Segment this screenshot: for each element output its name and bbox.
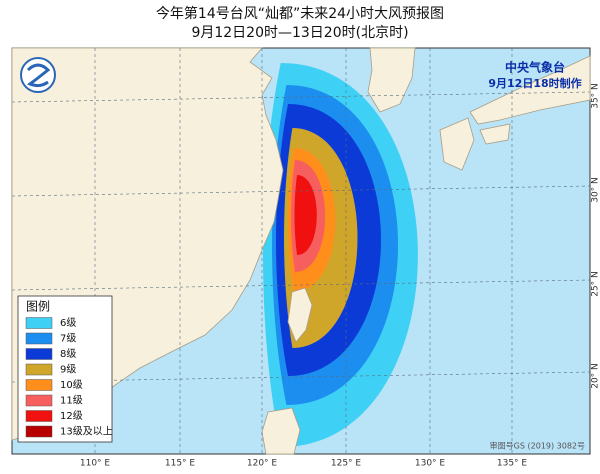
legend-label: 13级及以上 [60, 426, 113, 438]
luzon [261, 407, 301, 455]
legend-label: 9级 [60, 364, 76, 376]
parallel [11, 185, 591, 197]
legend-swatch [25, 363, 53, 376]
legend-label: 12级 [60, 410, 83, 422]
map-title: 今年第14号台风“灿都”未来24小时大风预报图 [156, 5, 444, 22]
logo [20, 57, 56, 93]
taiwan [287, 287, 313, 343]
honshu [469, 55, 591, 125]
longitude-label: 115° E [165, 459, 196, 469]
logo-mark [26, 63, 51, 88]
legend-label: 10级 [60, 379, 83, 391]
legend: 图例 6级 7级 8级 9级 10级 11级 12级 13级及以上 [17, 295, 113, 443]
longitude-label: 110° E [80, 459, 111, 469]
legend-swatch [25, 317, 53, 329]
legend-label: 11级 [60, 395, 83, 407]
map-frame: 中央气象台 9月12日18时制作 审图号GS (2019) 3082号 图例 6… [11, 47, 591, 455]
latitude-label: 30° N [591, 177, 600, 203]
latitude-label: 25° N [591, 271, 600, 297]
kyushu [439, 117, 475, 171]
map-subtitle: 9月12日20时—13日20时(北京时) [191, 25, 408, 41]
longitude-label: 120° E [247, 459, 278, 469]
wind-swaths [263, 63, 418, 447]
legend-swatch [25, 348, 53, 360]
legend-swatch [25, 379, 53, 391]
approval-number: 审图号GS (2019) 3082号 [490, 441, 585, 451]
wind-swath [294, 175, 317, 255]
legend-swatch [25, 332, 53, 345]
legend-label: 8级 [60, 348, 76, 360]
legend-label: 7级 [60, 333, 76, 345]
legend-swatch [25, 425, 53, 438]
shikoku [479, 123, 511, 145]
parallel [11, 279, 591, 291]
legend-swatch [25, 410, 53, 422]
legend-swatch [25, 394, 53, 407]
longitude-label: 125° E [331, 459, 362, 469]
longitude-label: 130° E [415, 459, 446, 469]
legend-title: 图例 [26, 300, 50, 314]
parallel [11, 91, 591, 103]
latitude-label: 20° N [591, 363, 600, 389]
issued-time: 9月12日18时制作 [488, 76, 581, 90]
agency-name: 中央气象台 [505, 60, 565, 75]
latitude-label: 35° N [591, 83, 600, 109]
legend-label: 6级 [60, 317, 76, 329]
korea [367, 47, 416, 113]
longitude-label: 135° E [497, 459, 528, 469]
